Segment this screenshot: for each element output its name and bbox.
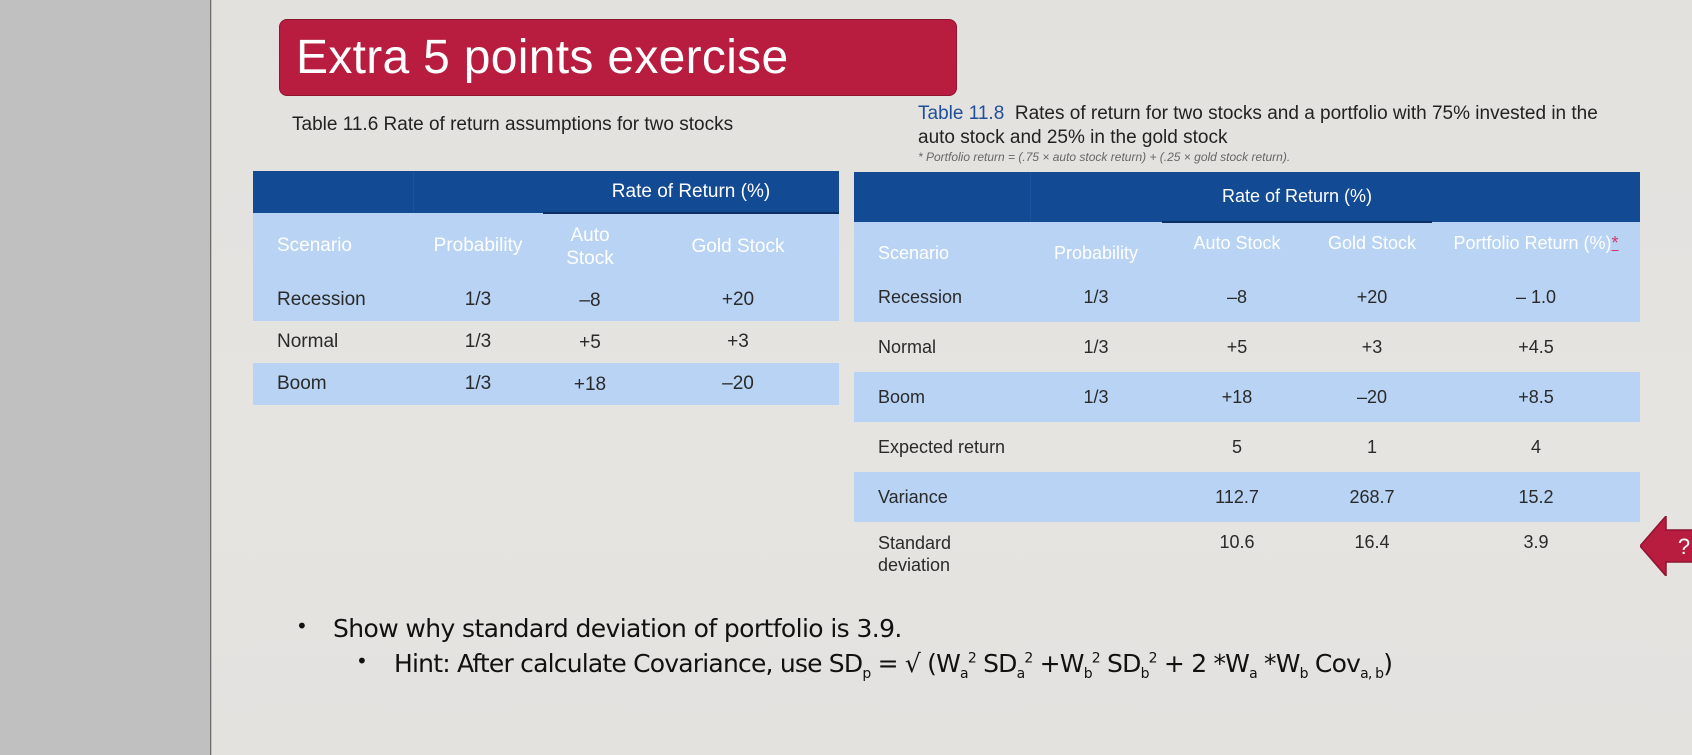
footnote-marker: * xyxy=(1611,232,1619,253)
table-row: Normal 1/3 +5 +3 xyxy=(277,331,749,353)
col-header-auto: Auto Stock xyxy=(1193,233,1281,253)
col-header-portfolio: Portfolio Return (%)* xyxy=(1453,232,1619,253)
table-left-caption: Table 11.6 Rate of return assumptions fo… xyxy=(292,114,734,135)
col-header-auto: Auto Stock xyxy=(566,224,614,269)
table-row: Boom 1/3 +18 –20 xyxy=(253,363,839,405)
table-right-number: Table 11.8 xyxy=(918,103,1005,124)
col-header-probability: Probability xyxy=(1053,242,1139,263)
table-column-headers: Scenario Probability Auto Stock Gold Sto… xyxy=(253,213,839,279)
table-row-variance: Variance 112.7 268.7 15.2 xyxy=(854,472,1640,522)
group-header: Rate of Return (%) xyxy=(1162,172,1432,223)
bullet-hint: Hint: After calculate Covariance, use SD… xyxy=(296,649,1393,682)
col-header-scenario: Scenario xyxy=(878,242,950,263)
table-portfolio-returns: Rate of Return (%) Scenario Probability … xyxy=(854,172,1640,582)
table-row-standard-deviation: Standard deviation 10.6 16.4 3.9 xyxy=(878,532,1549,575)
group-header: Rate of Return (%) xyxy=(543,171,839,214)
table-right-title: Rates of return for two stocks and a por… xyxy=(918,103,1598,148)
table-column-headers: Scenario Probability Auto Stock Gold Sto… xyxy=(854,222,1640,272)
left-arrow-question-icon: ? xyxy=(1639,513,1692,579)
table-right-footnote: * Portfolio return = (.75 × auto stock r… xyxy=(918,150,1291,164)
col-header-scenario: Scenario xyxy=(277,235,352,256)
table-header-band: Rate of Return (%) xyxy=(854,172,1640,223)
table-right-caption: Table 11.8 Rates of return for two stock… xyxy=(918,102,1638,150)
bullet-task: Show why standard deviation of portfolio… xyxy=(296,614,1392,643)
table-row: Recession 1/3 –8 +20 xyxy=(253,279,839,321)
table-rate-of-return-assumptions: Rate of Return (%) Scenario Probability … xyxy=(253,171,839,405)
table-row: Normal 1/3 +5 +3 +4.5 xyxy=(878,336,1554,357)
col-header-gold: Gold Stock xyxy=(1327,233,1417,253)
col-header-probability: Probability xyxy=(433,235,523,256)
col-header-gold: Gold Stock xyxy=(691,235,785,257)
slide-title: Extra 5 points exercise xyxy=(279,19,957,96)
table-row-expected-return: Expected return 5 1 4 xyxy=(878,436,1541,457)
exercise-instructions: Show why standard deviation of portfolio… xyxy=(296,614,1393,682)
left-panel xyxy=(0,0,211,755)
svg-text:?: ? xyxy=(1678,534,1690,559)
table-row: Recession 1/3 –8 +20 – 1.0 xyxy=(854,272,1640,322)
table-header-band: Rate of Return (%) xyxy=(253,171,839,214)
table-row: Boom 1/3 +18 –20 +8.5 xyxy=(854,372,1640,422)
